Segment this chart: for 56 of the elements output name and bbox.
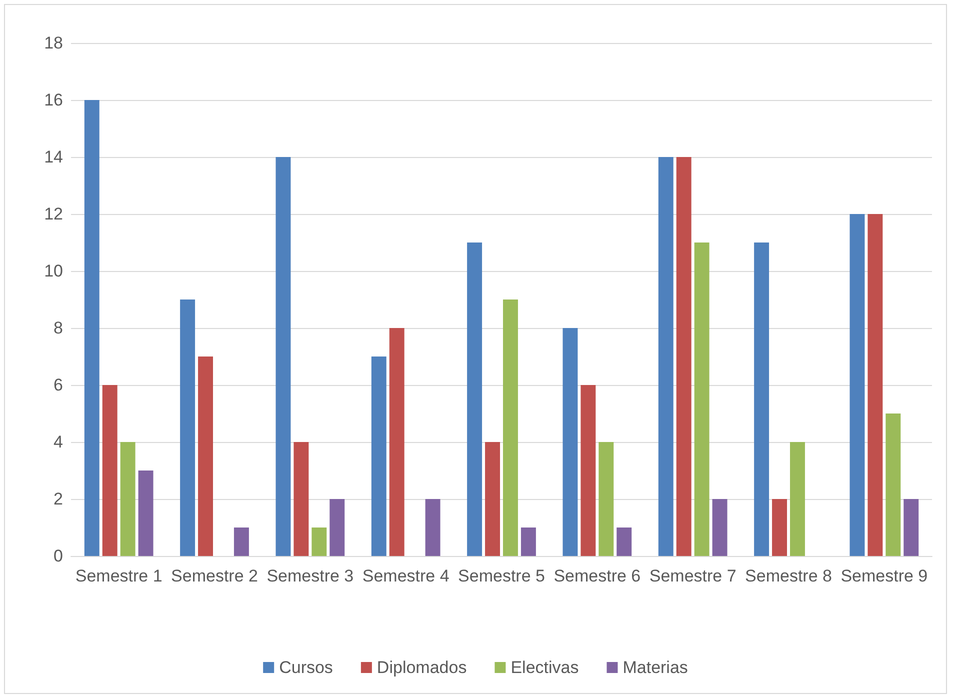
bar: [712, 499, 728, 556]
bar: [502, 300, 518, 556]
bar: [330, 499, 345, 556]
bar: [658, 157, 674, 556]
bar: [790, 442, 805, 556]
bar: [312, 528, 327, 556]
bar: [120, 442, 136, 556]
bar: [234, 528, 249, 556]
x-tick-label: Semestre 1: [75, 566, 162, 586]
y-tick-label: 2: [54, 490, 63, 508]
bar: [520, 528, 536, 556]
bar: [886, 414, 901, 556]
bar: [904, 499, 919, 556]
bar: [616, 528, 632, 556]
bar: [598, 442, 614, 556]
bar: [138, 470, 154, 556]
bar: [198, 356, 214, 556]
y-tick-label: 10: [44, 262, 63, 280]
bar: [772, 499, 788, 556]
x-tick-label: Semestre 7: [649, 566, 736, 586]
bar: [425, 499, 440, 556]
bar: [276, 157, 291, 556]
legend-label: Diplomados: [376, 658, 467, 677]
bar: [371, 356, 386, 556]
legend-label: Electivas: [510, 658, 579, 677]
bar: [467, 242, 482, 556]
bar: [676, 157, 692, 556]
x-tick-label: Semestre 6: [554, 566, 641, 586]
x-tick-label: Semestre 4: [362, 566, 450, 586]
y-tick-label: 6: [54, 376, 63, 394]
y-tick-label: 12: [44, 204, 63, 224]
bar: [580, 385, 596, 556]
bar: [84, 100, 100, 556]
y-tick-label: 16: [44, 90, 63, 110]
bar: [389, 328, 404, 556]
legend-label: Materias: [622, 658, 688, 677]
y-tick-label: 14: [44, 148, 63, 166]
bar: [485, 442, 500, 556]
bar: [868, 214, 883, 556]
bar: [850, 214, 865, 556]
x-tick-label: Semestre 2: [171, 566, 258, 586]
y-tick-label: 8: [54, 318, 63, 338]
bar: [562, 328, 578, 556]
x-tick-label: Semestre 5: [458, 566, 545, 586]
legend-label: Cursos: [279, 658, 333, 677]
bar: [754, 242, 770, 556]
y-tick-label: 18: [44, 34, 63, 52]
y-tick-label: 4: [54, 432, 63, 452]
bar: [180, 300, 196, 556]
y-tick-label: 0: [54, 546, 63, 566]
bar: [294, 442, 309, 556]
x-tick-label: Semestre 9: [840, 566, 928, 586]
bar: [102, 385, 118, 556]
bar: [694, 242, 710, 556]
x-tick-label: Semestre 8: [745, 566, 832, 586]
x-tick-label: Semestre 3: [266, 566, 354, 586]
